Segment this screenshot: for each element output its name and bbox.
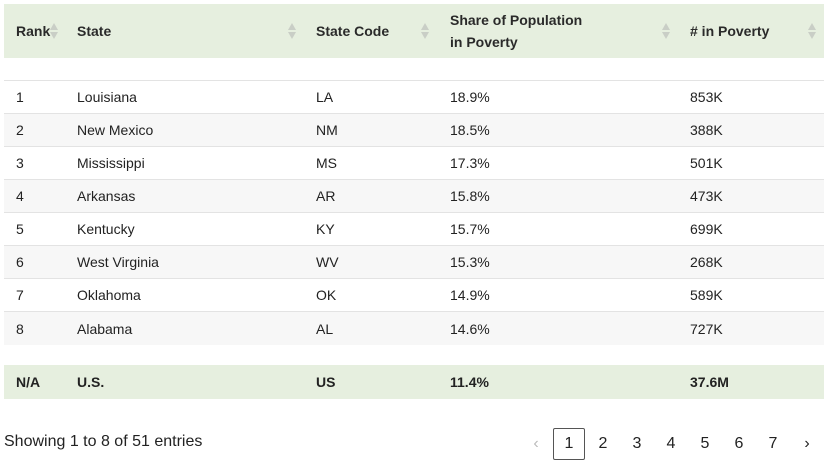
cell-state: U.S. [77,374,105,390]
cell-state-code: US [316,374,336,390]
cell-poverty-count: 589K [690,287,723,303]
cell-state-code: MS [316,155,337,171]
cell-share: 18.9% [450,89,490,105]
cell-share: 15.8% [450,188,490,204]
prev-page-button[interactable]: ‹ [533,435,539,452]
table-row: 1 Louisiana LA 18.9% 853K [4,81,824,114]
sort-icon[interactable] [806,4,818,58]
cell-poverty-count: 388K [690,122,723,138]
header-line: Share of Population [450,12,583,28]
page-button-6[interactable]: 6 [734,435,744,452]
cell-poverty-count: 699K [690,221,723,237]
cell-poverty-count: 853K [690,89,723,105]
cell-rank: 7 [16,287,24,303]
cell-share: 17.3% [450,155,490,171]
cell-poverty-count: 268K [690,254,723,270]
sort-icon[interactable] [48,4,60,58]
page-button-3[interactable]: 3 [632,435,642,452]
table-row: 4 Arkansas AR 15.8% 473K [4,180,824,213]
column-header-rank[interactable]: Rank [16,23,51,39]
cell-share: 15.3% [450,254,490,270]
cell-rank: 6 [16,254,24,270]
cell-state: Louisiana [77,89,137,105]
cell-state: Arkansas [77,188,136,204]
sort-icon[interactable] [660,4,672,58]
cell-rank: N/A [16,374,41,390]
table-row: 2 New Mexico NM 18.5% 388K [4,114,824,147]
cell-share: 11.4% [450,374,489,390]
cell-state: Kentucky [77,221,135,237]
cell-state: Mississippi [77,155,145,171]
table-row: 8 Alabama AL 14.6% 727K [4,312,824,345]
cell-share: 18.5% [450,122,490,138]
sort-icon[interactable] [419,4,431,58]
table-footer-total: N/A U.S. US 11.4% 37.6M [4,365,824,399]
cell-rank: 4 [16,188,24,204]
cell-poverty-count: 501K [690,155,723,171]
table-row: 7 Oklahoma OK 14.9% 589K [4,279,824,312]
cell-poverty-count: 727K [690,320,723,337]
cell-state-code: AR [316,188,336,204]
cell-state-code: WV [316,254,339,270]
cell-share: 14.6% [450,320,490,337]
cell-state-code: LA [316,89,334,105]
cell-rank: 1 [16,89,24,105]
cell-state: Oklahoma [77,287,141,303]
table-spacer [4,345,824,365]
page-button-5[interactable]: 5 [700,435,710,452]
cell-state: New Mexico [77,122,154,138]
cell-state-code: KY [316,221,335,237]
cell-rank: 5 [16,221,24,237]
page-button-7[interactable]: 7 [768,435,778,452]
page-button-2[interactable]: 2 [598,435,608,452]
table-header: Rank State State Code Share of Populatio… [4,4,824,58]
cell-rank: 3 [16,155,24,171]
cell-poverty-count: 37.6M [690,374,729,390]
table-row: 6 West Virginia WV 15.3% 268K [4,246,824,279]
cell-state-code: AL [316,320,334,337]
table-spacer [4,58,824,81]
cell-rank: 2 [16,122,24,138]
sort-icon[interactable] [286,4,298,58]
data-table: Rank State State Code Share of Populatio… [4,4,824,399]
table-row: 3 Mississippi MS 17.3% 501K [4,147,824,180]
column-header-share[interactable]: Share of Population in Poverty [450,4,650,58]
next-page-button[interactable]: › [804,435,810,452]
header-line: in Poverty [450,34,518,50]
cell-state-code: NM [316,122,338,138]
page-button-1[interactable]: 1 [553,428,585,460]
column-header-state[interactable]: State [77,23,112,39]
cell-state: West Virginia [77,254,159,270]
cell-state: Alabama [77,320,133,337]
column-header-poverty-count[interactable]: # in Poverty [690,23,770,39]
cell-share: 14.9% [450,287,490,303]
page-button-4[interactable]: 4 [666,435,676,452]
cell-poverty-count: 473K [690,188,723,204]
cell-state-code: OK [316,287,337,303]
column-header-state-code[interactable]: State Code [316,23,390,39]
cell-rank: 8 [16,320,24,337]
cell-share: 15.7% [450,221,490,237]
table-row: 5 Kentucky KY 15.7% 699K [4,213,824,246]
table-info: Showing 1 to 8 of 51 entries [4,433,203,450]
